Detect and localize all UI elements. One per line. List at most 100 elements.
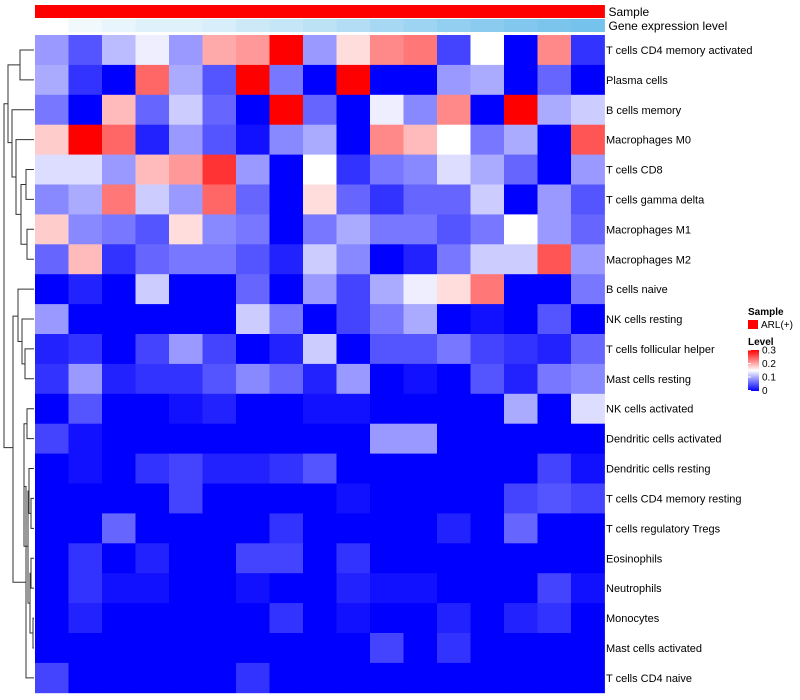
annotation-cell [202, 19, 237, 32]
heatmap-cell [370, 513, 404, 544]
heatmap-cell [269, 94, 304, 126]
heatmap-cell [269, 154, 304, 185]
heatmap-cell [169, 244, 203, 275]
annotation-cell [537, 19, 572, 32]
annotation-cell [370, 5, 404, 18]
heatmap-cell [470, 35, 505, 66]
heatmap-cell [470, 124, 505, 155]
row-labels: T cells CD4 memory activated Plasma cells… [606, 45, 753, 685]
heatmap-cell [303, 214, 337, 245]
heatmap-cell [303, 513, 337, 544]
heatmap-cell [68, 214, 103, 245]
heatmap-cell [169, 274, 203, 305]
heatmap-cell [504, 453, 538, 484]
heatmap-cell [336, 124, 371, 155]
row-label: B cells memory [606, 105, 682, 117]
heatmap-cell [135, 662, 170, 694]
heatmap-cell [102, 453, 136, 484]
heatmap-cell [370, 124, 404, 155]
heatmap-cell [470, 662, 505, 694]
heatmap-cell [437, 633, 471, 664]
heatmap-cell [169, 633, 203, 664]
heatmap-cell [437, 244, 471, 275]
heatmap-cell [303, 483, 337, 514]
heatmap-cell [370, 603, 404, 634]
heatmap-cell [269, 603, 304, 634]
heatmap-cell [102, 124, 136, 155]
heatmap-cell [470, 363, 505, 395]
heatmap-cell [269, 304, 304, 335]
annotation-cell [169, 5, 203, 18]
heatmap-cell [537, 363, 572, 395]
heatmap-cell [571, 543, 605, 574]
row-label: T cells regulatory Tregs [606, 523, 721, 535]
heatmap-cell [571, 94, 605, 126]
heatmap-cell [35, 334, 69, 365]
heatmap-cell [403, 244, 438, 275]
heatmap-cell [135, 513, 170, 544]
heatmap-cell [470, 453, 505, 484]
heatmap-cell [571, 35, 605, 66]
heatmap-cell [504, 393, 538, 425]
heatmap-cell [68, 543, 103, 574]
heatmap-cell [303, 274, 337, 305]
heatmap-cell [102, 603, 136, 634]
heatmap-cell [370, 35, 404, 66]
heatmap-cell [169, 453, 203, 484]
row-label: T cells CD4 memory resting [606, 493, 742, 505]
heatmap-cell [135, 304, 170, 335]
dendrogram-branch [17, 288, 34, 342]
heatmap-cell [571, 363, 605, 395]
heatmap-cell [336, 274, 371, 305]
heatmap-cell [571, 184, 605, 215]
heatmap-cell [504, 214, 538, 245]
row-label: B cells naive [606, 284, 668, 296]
heatmap-cell [68, 393, 103, 425]
heatmap-cell [437, 154, 471, 185]
heatmap-cell [269, 64, 304, 96]
annotation-cell [202, 5, 237, 18]
heatmap-cells [35, 35, 605, 694]
heatmap-cell [202, 393, 237, 425]
annotation-label: Sample [609, 5, 650, 19]
heatmap-cell [303, 184, 337, 215]
heatmap-cell [68, 124, 103, 155]
heatmap-cell [202, 124, 237, 155]
heatmap-cell [437, 393, 471, 425]
heatmap-cell [470, 334, 505, 365]
legend-sample-swatch [748, 320, 758, 329]
heatmap-cell [403, 35, 438, 66]
heatmap-cell [35, 363, 69, 395]
row-label: T cells CD8 [606, 165, 663, 177]
row-label: NK cells resting [606, 314, 682, 326]
heatmap-cell [571, 334, 605, 365]
heatmap-cell [437, 573, 471, 604]
heatmap-cell [35, 64, 69, 96]
heatmap-cell [370, 483, 404, 514]
heatmap-cell [169, 35, 203, 66]
heatmap-cell [537, 274, 572, 305]
row-label: Mast cells activated [606, 643, 702, 655]
heatmap-cell [470, 214, 505, 245]
heatmap-cell [236, 94, 270, 126]
heatmap-cell [370, 154, 404, 185]
heatmap-cell [336, 543, 371, 574]
heatmap-cell [537, 573, 572, 604]
heatmap-cell [437, 423, 471, 454]
heatmap-cell [437, 214, 471, 245]
heatmap-cell [68, 304, 103, 335]
heatmap-cell [102, 334, 136, 365]
heatmap-cell [303, 94, 337, 126]
heatmap-cell [303, 154, 337, 185]
annotation-cell [336, 5, 371, 18]
heatmap-cell [35, 94, 69, 126]
heatmap-cell [202, 483, 237, 514]
legend-level-ticks: 0.3 0.2 0.1 0 [748, 346, 776, 397]
heatmap-cell [303, 393, 337, 425]
heatmap-cell [68, 603, 103, 634]
heatmap-cell [336, 334, 371, 365]
heatmap-cell [236, 483, 270, 514]
heatmap-cell [403, 304, 438, 335]
